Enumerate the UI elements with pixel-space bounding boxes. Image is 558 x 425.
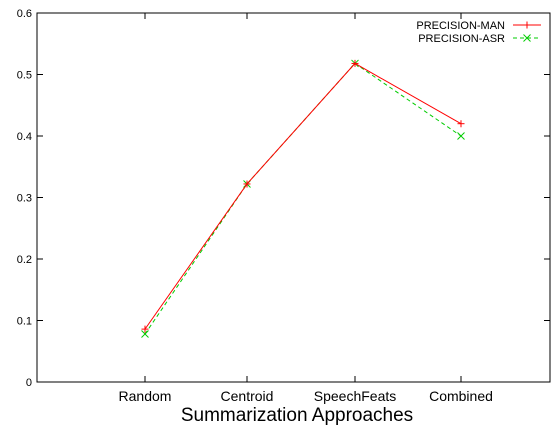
- legend-label: PRECISION-MAN: [416, 20, 505, 32]
- x-tick-label: SpeechFeats: [314, 388, 397, 404]
- y-axis: 0 0.1 0.2 0.3 0.4 0.5 0.6: [17, 8, 550, 389]
- y-tick-label: 0.4: [17, 131, 32, 143]
- y-tick-label: 0: [26, 377, 32, 389]
- data-point: [523, 34, 531, 42]
- y-tick-label: 0.5: [17, 70, 32, 82]
- marker-stroke: [457, 132, 465, 140]
- series-line: [144, 62, 462, 330]
- series-line: [144, 62, 462, 335]
- data-point: [457, 132, 465, 140]
- x-tick-label: Combined: [429, 388, 493, 404]
- marker-stroke: [523, 34, 531, 42]
- x-axis: Random Centroid SpeechFeats Combined: [119, 13, 493, 404]
- y-tick-label: 0.1: [17, 316, 32, 328]
- y-tick-label: 0.3: [17, 193, 32, 205]
- series-layer: [141, 59, 465, 338]
- data-point: [351, 59, 359, 67]
- legend-label: PRECISION-ASR: [418, 33, 505, 45]
- y-tick-label: 0.2: [17, 254, 32, 266]
- data-point: [523, 21, 531, 29]
- data-point: [457, 120, 465, 128]
- x-tick-label: Centroid: [221, 388, 274, 404]
- x-tick-label: Random: [119, 388, 172, 404]
- data-point: [243, 180, 251, 188]
- data-point: [141, 330, 149, 338]
- x-axis-label: Summarization Approaches: [181, 405, 413, 425]
- y-tick-label: 0.6: [17, 8, 32, 20]
- marker-stroke: [141, 330, 149, 338]
- data-point: [141, 325, 149, 333]
- plot-frame: [36, 12, 551, 383]
